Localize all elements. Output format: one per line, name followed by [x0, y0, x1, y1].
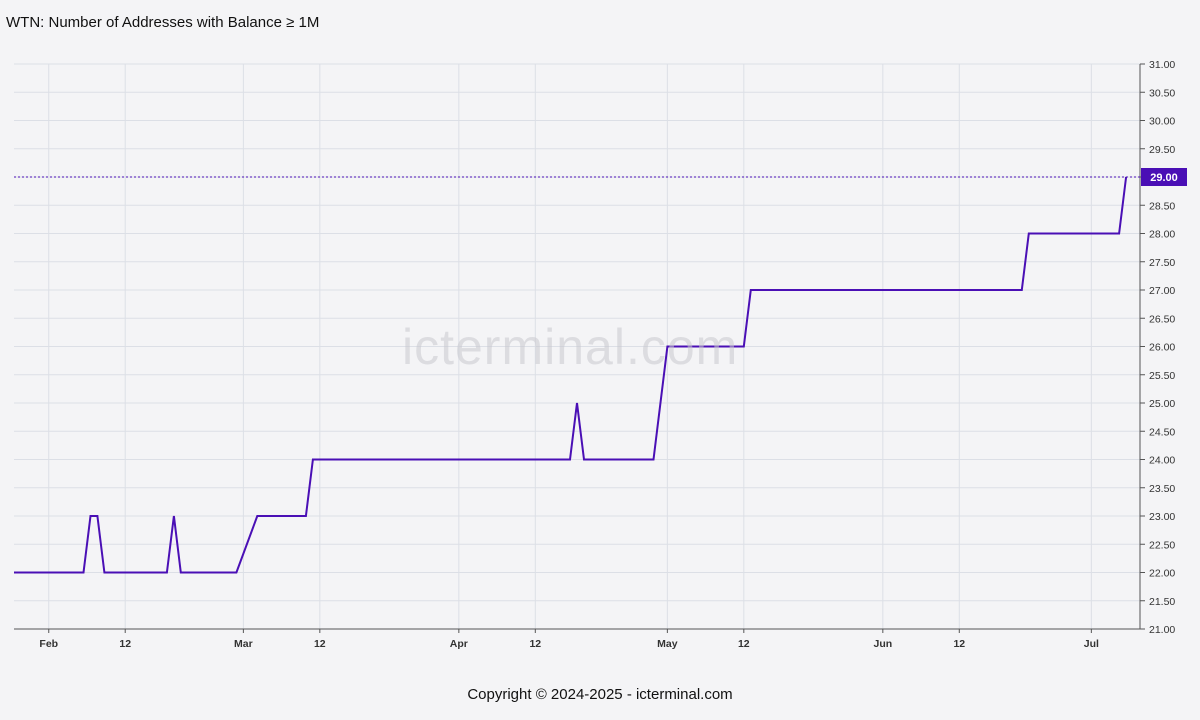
chart-title: WTN: Number of Addresses with Balance ≥ …: [6, 14, 320, 31]
y-tick-label: 26.50: [1149, 313, 1175, 325]
x-tick-label: 12: [529, 638, 541, 650]
x-tick-label: Jun: [873, 638, 892, 650]
y-tick-label: 27.50: [1149, 257, 1175, 269]
label-layer: 21.00 21.50 22.00 22.50 23.00 23.50 24.00 24.50…: [39, 59, 1187, 650]
y-tick-label: 23.50: [1149, 483, 1175, 495]
y-tick-label: 23.00: [1149, 511, 1175, 523]
y-tick-label: 29.50: [1149, 144, 1175, 156]
x-tick-label: 12: [314, 638, 326, 650]
x-tick-label: Apr: [450, 638, 468, 650]
x-tick-label: Feb: [39, 638, 58, 650]
y-tick-label: 27.00: [1149, 285, 1175, 297]
last-value-label: 29.00: [1150, 172, 1178, 184]
y-tick-label: 28.00: [1149, 229, 1175, 241]
x-tick-label: 12: [953, 638, 965, 650]
series-layer: [13, 176, 1140, 574]
axis-layer: [14, 63, 1145, 633]
series-line: [14, 176, 1128, 574]
y-tick-label: 28.50: [1149, 200, 1175, 212]
y-tick-label: 30.00: [1149, 116, 1175, 128]
y-tick-label: 24.00: [1149, 455, 1175, 467]
copyright-footer: Copyright © 2024-2025 - icterminal.com: [467, 686, 733, 703]
y-tick-label: 21.00: [1149, 624, 1175, 636]
y-tick-label: 30.50: [1149, 87, 1175, 99]
y-tick-label: 22.50: [1149, 539, 1175, 551]
x-tick-label: 12: [119, 638, 131, 650]
x-tick-label: 12: [738, 638, 750, 650]
x-tick-label: May: [657, 638, 678, 650]
last-value-badge: [1141, 168, 1187, 186]
y-tick-label: 21.50: [1149, 596, 1175, 608]
y-tick-label: 31.00: [1149, 59, 1175, 71]
watermark: icterminal.com: [402, 319, 739, 375]
grid-layer: [14, 63, 1140, 630]
y-tick-label: 26.00: [1149, 342, 1175, 354]
x-tick-label: Mar: [234, 638, 253, 650]
y-tick-label: 24.50: [1149, 426, 1175, 438]
y-tick-label: 22.00: [1149, 568, 1175, 580]
y-tick-label: 25.50: [1149, 370, 1175, 382]
x-tick-label: Jul: [1084, 638, 1099, 650]
y-tick-label: 25.00: [1149, 398, 1175, 410]
